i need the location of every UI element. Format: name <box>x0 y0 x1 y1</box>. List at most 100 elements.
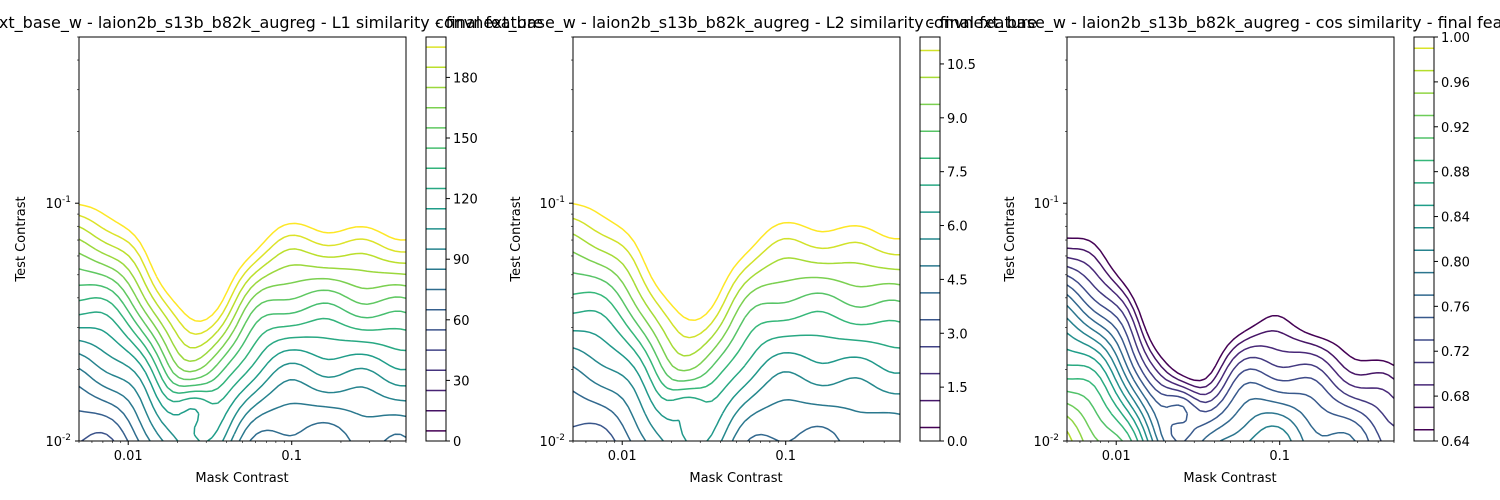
contour-line <box>573 365 900 441</box>
colorbar-tick-label: 120 <box>453 193 478 208</box>
x-tick-label: 0.1 <box>281 449 302 464</box>
colorbar-tick-label: 1.5 <box>947 381 968 396</box>
colorbar-tick-label: 0.88 <box>1441 166 1470 181</box>
colorbar-tick-label: 0.76 <box>1441 300 1470 315</box>
x-tick-label: 0.1 <box>775 449 796 464</box>
contour-line <box>1067 348 1144 441</box>
x-axis-label: Mask Contrast <box>195 471 288 486</box>
contour-line <box>1067 247 1394 389</box>
colorbar-tick-label: 10.5 <box>947 58 976 73</box>
contour-line <box>1067 294 1356 441</box>
colorbar-tick-label: 7.5 <box>947 166 968 181</box>
y-axis-label: Test Contrast <box>509 196 524 282</box>
colorbar-tick-label: 0.96 <box>1441 76 1470 91</box>
x-tick-label: 0.01 <box>114 449 143 464</box>
contour-line <box>79 297 406 394</box>
colorbar-frame <box>425 36 447 442</box>
contour-line <box>79 238 406 363</box>
y-tick-label: 10-2 <box>1033 433 1059 450</box>
contour-plot-cos <box>1067 237 1394 441</box>
colorbar-tick-label: 0.84 <box>1441 211 1470 226</box>
contour-line <box>79 214 406 335</box>
colorbar-tick-label: 0.0 <box>947 435 968 450</box>
chart-title: convnext_base_w - laion2b_s13b_b82k_augr… <box>0 13 543 33</box>
x-tick-label: 0.01 <box>1102 449 1131 464</box>
colorbar-tick-label: 6.0 <box>947 220 968 235</box>
contour-line <box>1067 390 1123 441</box>
colorbar-tick-label: 0.68 <box>1441 390 1470 405</box>
chart-title: convnext_base_w - laion2b_s13b_b82k_augr… <box>435 13 1037 33</box>
y-tick-label: 10-1 <box>45 195 71 212</box>
colorbar-tick-label: 0.92 <box>1441 121 1470 136</box>
contour-line <box>81 431 115 441</box>
contour-line <box>79 226 406 349</box>
colorbar-tick-label: 3.0 <box>947 327 968 342</box>
y-tick-label: 10-2 <box>539 433 565 450</box>
x-axis-ticks: 0.01 0.1 <box>78 441 407 464</box>
contour-line <box>79 268 406 381</box>
y-tick-label: 10-1 <box>539 195 565 212</box>
y-tick-label: 10-2 <box>45 433 71 450</box>
colorbar-tick-label: 180 <box>453 71 478 86</box>
x-axis-label: Mask Contrast <box>1183 471 1276 486</box>
colorbar-frame <box>919 36 941 442</box>
contour-line <box>1067 274 1382 441</box>
chart-panel-cos: 0.01 0.1 10-2 10-1 Mask Contrast Test Cont… <box>925 13 1500 486</box>
y-tick-label: 10-1 <box>1033 195 1059 212</box>
colorbar-tick-label: 30 <box>453 374 470 389</box>
contour-line <box>1067 378 1133 441</box>
y-axis-ticks: 10-2 10-1 <box>1033 36 1067 450</box>
contour-line <box>573 309 900 403</box>
colorbar-tick-label: 1.00 <box>1441 31 1470 46</box>
contour-line <box>1067 415 1084 441</box>
contour-line <box>79 385 406 441</box>
chart-title: convnext_base_w - laion2b_s13b_b82k_augr… <box>925 13 1500 33</box>
x-axis-ticks: 0.01 0.1 <box>572 441 901 464</box>
colorbar-tick-label: 0.72 <box>1441 345 1470 360</box>
colorbar-tick-label: 0.64 <box>1441 435 1470 450</box>
contour-plot-l2 <box>573 203 900 441</box>
colorbar-tick-label: 4.5 <box>947 273 968 288</box>
chart-panel-l1: 0.01 0.1 10-2 10-1 Mask Contrast Test Cont… <box>0 13 543 486</box>
y-axis-ticks: 10-2 10-1 <box>539 36 573 450</box>
contour-line <box>573 217 900 339</box>
colorbar-tick-label: 90 <box>453 253 470 268</box>
colorbar-l2: 0.0 1.5 3.0 4.5 6.0 7.5 9.0 10.5 <box>919 36 976 450</box>
contour-line <box>1067 284 1370 441</box>
contour-line <box>573 272 900 382</box>
contour-line <box>1067 317 1292 441</box>
colorbar-tick-label: 0 <box>453 435 461 450</box>
y-axis-label: Test Contrast <box>14 196 29 282</box>
contour-line <box>79 339 406 441</box>
contour-line <box>573 422 616 441</box>
colorbar-frame <box>1413 36 1435 442</box>
contour-line <box>1067 402 1099 441</box>
contour-line <box>79 367 406 441</box>
x-tick-label: 0.01 <box>608 449 637 464</box>
contour-line <box>1067 304 1304 441</box>
contour-line <box>573 233 900 357</box>
contour-line <box>1067 256 1394 399</box>
y-axis-ticks: 10-2 10-1 <box>45 36 79 450</box>
contour-line <box>573 291 900 391</box>
contour-line <box>79 410 129 441</box>
contour-line <box>1067 364 1139 441</box>
colorbar-l1: 0 30 60 90 120 150 180 <box>425 36 478 450</box>
contour-line <box>79 311 406 405</box>
colorbar-cos: 0.64 0.68 0.72 0.76 0.80 0.84 0.88 0.92 0.96 1.00 <box>1413 31 1470 450</box>
x-axis-label: Mask Contrast <box>689 471 782 486</box>
chart-panel-l2: 0.01 0.1 10-2 10-1 Mask Contrast Test Cont… <box>435 13 1037 486</box>
x-tick-label: 0.1 <box>1269 449 1290 464</box>
colorbar-tick-label: 60 <box>453 314 470 329</box>
colorbar-tick-label: 0.80 <box>1441 255 1470 270</box>
x-axis-ticks: 0.01 0.1 <box>1066 441 1395 464</box>
colorbar-tick-label: 9.0 <box>947 112 968 127</box>
contour-line <box>573 347 900 441</box>
contour-line <box>573 251 900 372</box>
contour-line <box>1067 237 1394 382</box>
contour-line <box>79 327 406 441</box>
contour-line <box>1067 332 1149 441</box>
contour-plot-l1 <box>79 203 406 441</box>
colorbar-tick-label: 150 <box>453 132 478 147</box>
